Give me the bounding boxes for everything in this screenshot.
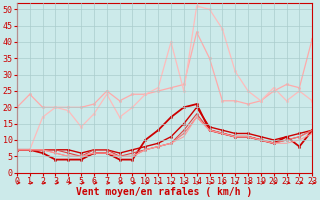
X-axis label: Vent moyen/en rafales ( km/h ): Vent moyen/en rafales ( km/h ) xyxy=(76,187,253,197)
